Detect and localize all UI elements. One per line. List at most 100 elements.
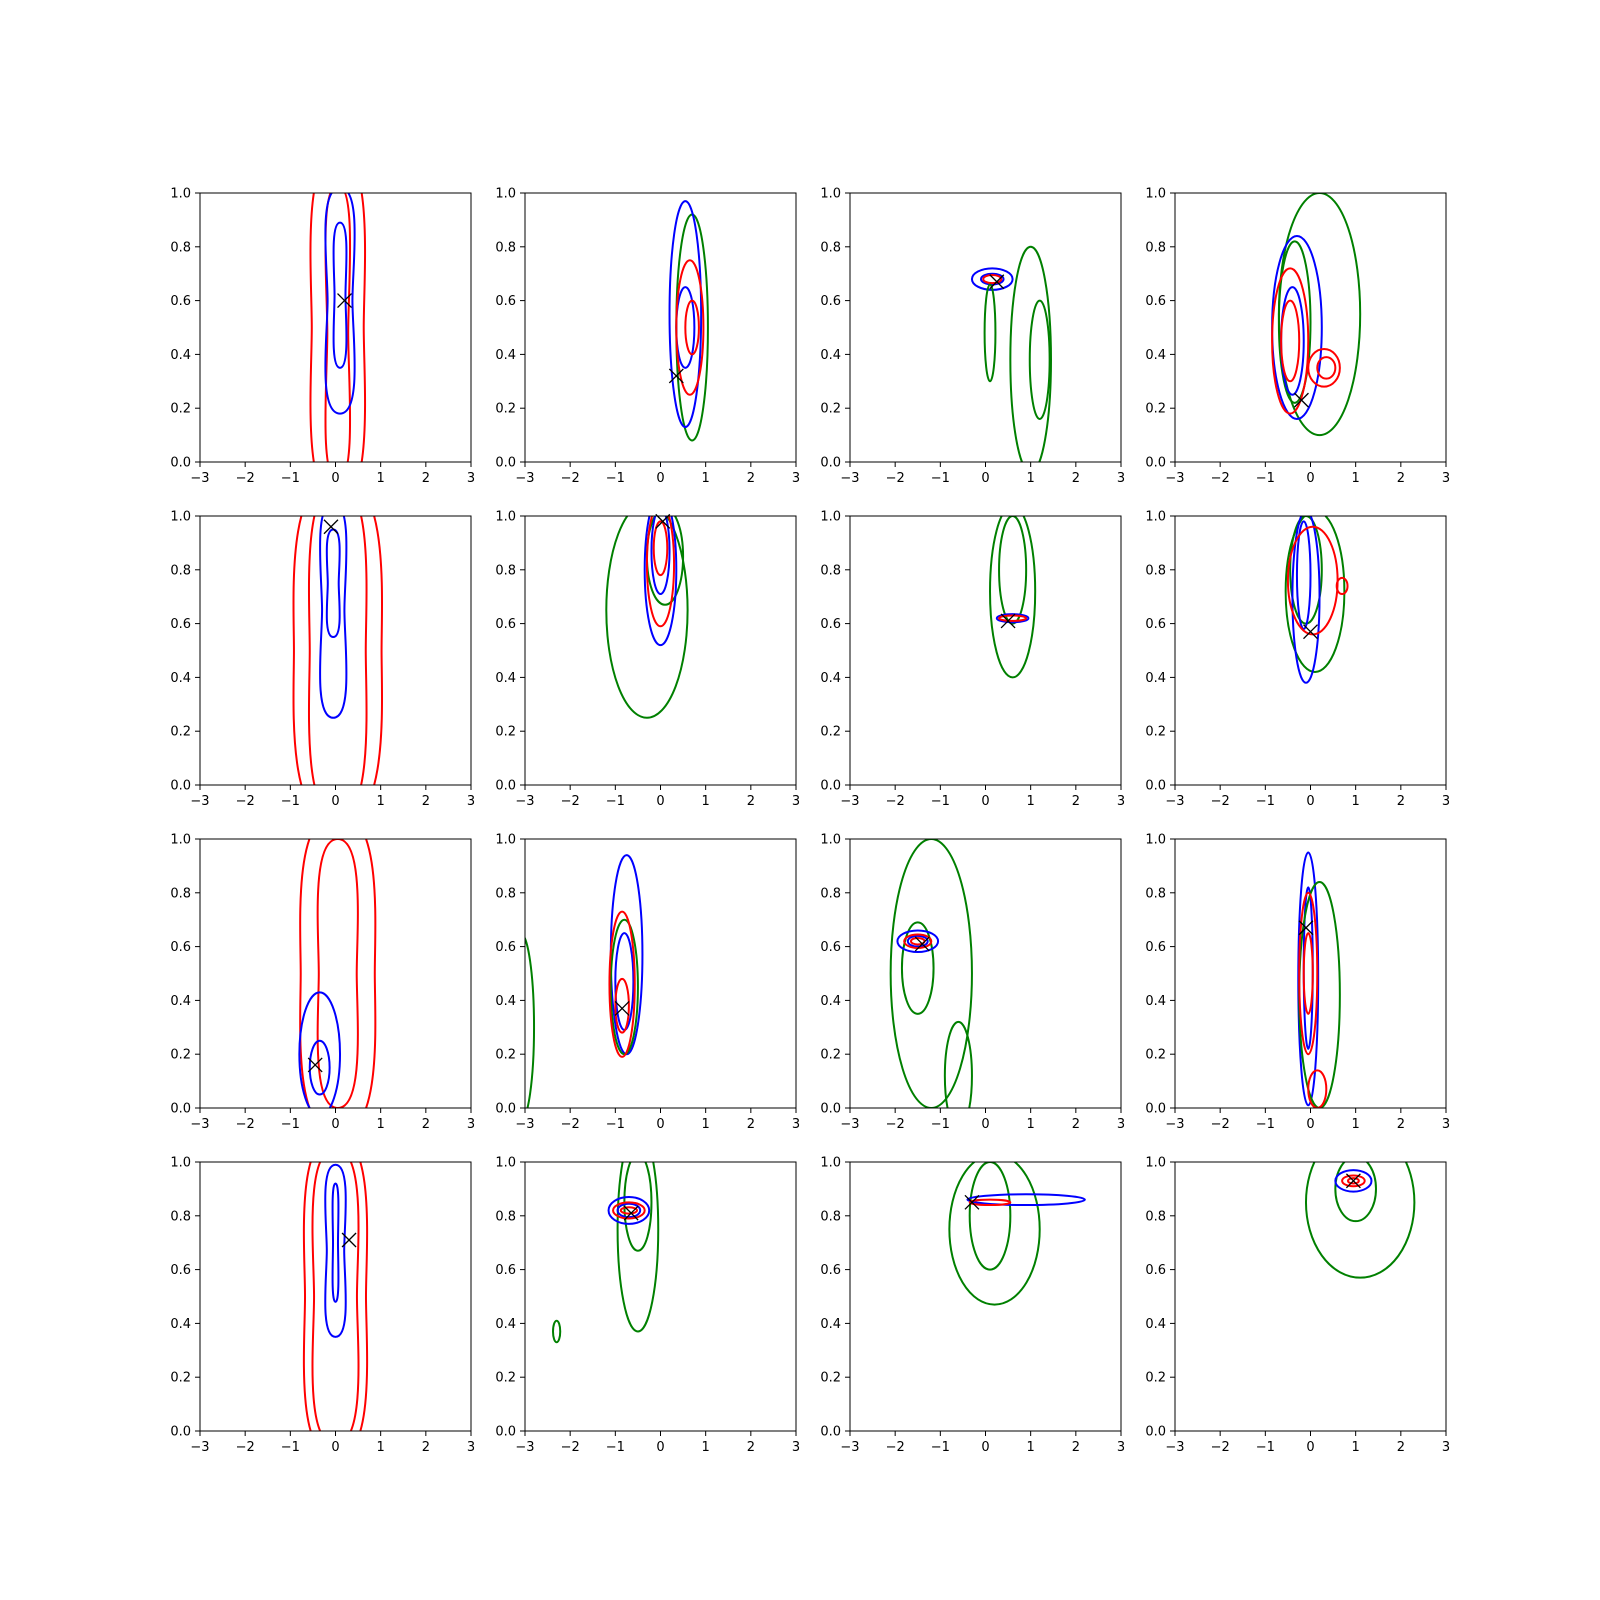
y-tick-label: 0.4	[495, 1317, 516, 1332]
y-tick-label: 0.6	[495, 940, 516, 955]
y-tick-label: 0.8	[820, 563, 841, 578]
x-tick-label: 1	[377, 1117, 385, 1132]
green-contour-line	[1304, 1162, 1416, 1279]
x-tick-label: −1	[1256, 1117, 1275, 1132]
red-contour-line	[299, 839, 377, 1108]
y-tick-label: 0.4	[1145, 994, 1166, 1009]
x-tick-label: 3	[792, 1117, 800, 1132]
green-contour-line	[552, 1319, 562, 1344]
y-tick-label: 0.0	[820, 456, 841, 471]
x-tick-label: 1	[377, 1440, 385, 1455]
y-tick-label: 0.6	[1145, 1263, 1166, 1278]
contour-group	[1284, 516, 1349, 684]
x-marker	[337, 293, 352, 309]
y-tick-label: 0.8	[820, 886, 841, 901]
x-tick-label: 3	[1117, 1117, 1125, 1132]
x-tick-label: −1	[1256, 471, 1275, 486]
y-tick-label: 0.6	[495, 1263, 516, 1278]
x-marker-stroke	[1298, 920, 1314, 936]
y-tick-label: 1.0	[495, 187, 516, 202]
red-contour-line	[1302, 932, 1314, 1015]
x-tick-label: 1	[1352, 471, 1360, 486]
contour-group	[889, 839, 973, 1108]
x-tick-label: 3	[467, 1117, 475, 1132]
x-marker	[341, 1232, 357, 1248]
red-contour-line	[612, 1201, 646, 1220]
y-tick-label: 0.2	[495, 402, 516, 417]
contour-group	[970, 245, 1052, 462]
y-tick-label: 0.0	[495, 1425, 516, 1440]
x-tick-label: −3	[515, 1117, 534, 1132]
x-tick-label: −3	[190, 1440, 209, 1455]
x-marker-stroke	[914, 936, 930, 952]
x-marker	[989, 274, 1005, 290]
red-contour-line	[675, 259, 705, 396]
x-tick-label: 1	[377, 794, 385, 809]
red-contour-line	[608, 910, 636, 1058]
blue-contour-line	[995, 613, 1030, 624]
contour-group	[668, 200, 709, 442]
y-tick-label: 0.4	[495, 994, 516, 1009]
blue-contour-line	[325, 528, 341, 639]
x-tick-label: −2	[886, 1117, 905, 1132]
x-tick-label: −3	[190, 471, 209, 486]
subplot-r2-c1: −3 −2 −1 0 1 2 3 0.0 0.2 0.4 0.6 0.8 1.0	[495, 833, 800, 1133]
y-tick-label: 1.0	[170, 1156, 191, 1171]
x-tick-label: −2	[886, 471, 905, 486]
x-tick-label: −1	[606, 1117, 625, 1132]
x-tick-label: −1	[281, 471, 300, 486]
red-contour-line	[1341, 1174, 1366, 1188]
x-tick-label: 3	[792, 1440, 800, 1455]
x-tick-label: 2	[747, 1117, 755, 1132]
subplot-r0-c3: −3 −2 −1 0 1 2 3 0.0 0.2 0.4 0.6 0.8 1.0	[1145, 187, 1450, 487]
y-tick-label: 0.0	[820, 1102, 841, 1117]
green-contour-line	[943, 1020, 973, 1108]
y-tick-label: 0.6	[170, 1263, 191, 1278]
x-tick-label: 2	[1072, 1117, 1080, 1132]
x-tick-label: 3	[467, 471, 475, 486]
blue-contour-line	[616, 1202, 642, 1219]
y-tick-label: 0.8	[1145, 1209, 1166, 1224]
x-tick-label: −2	[236, 794, 255, 809]
x-tick-label: −3	[1165, 1440, 1184, 1455]
x-marker	[1345, 1173, 1361, 1189]
x-tick-label: −2	[886, 1440, 905, 1455]
x-marker-stroke	[1294, 392, 1309, 408]
x-tick-label: −1	[281, 1440, 300, 1455]
contour-group	[948, 1162, 1086, 1306]
y-tick-label: 1.0	[170, 833, 191, 848]
x-marker	[1303, 624, 1318, 640]
blue-contour-line	[324, 1163, 347, 1338]
x-tick-label: −3	[1165, 1117, 1184, 1132]
green-contour-line	[900, 921, 935, 1015]
blue-contour-line	[650, 516, 671, 595]
x-tick-label: 3	[792, 794, 800, 809]
blue-contour-line	[298, 991, 342, 1108]
red-contour-line	[1307, 1069, 1328, 1108]
x-marker	[1294, 392, 1309, 408]
y-tick-label: 1.0	[1145, 833, 1166, 848]
contour-group	[605, 516, 689, 719]
x-tick-label: 3	[1442, 1117, 1450, 1132]
green-contour-line	[948, 1162, 1041, 1306]
x-tick-label: −1	[606, 1440, 625, 1455]
x-tick-label: 2	[747, 794, 755, 809]
subplot-r1-c2: −3 −2 −1 0 1 2 3 0.0 0.2 0.4 0.6 0.8 1.0	[820, 510, 1125, 810]
y-tick-label: 0.2	[1145, 1048, 1166, 1063]
contour-group	[302, 1162, 369, 1431]
x-tick-label: 0	[1306, 471, 1314, 486]
x-tick-label: 2	[1397, 1440, 1405, 1455]
x-tick-label: −2	[1211, 471, 1230, 486]
x-tick-label: −3	[190, 1117, 209, 1132]
red-contour-line	[1271, 267, 1310, 415]
y-tick-label: 0.4	[820, 671, 841, 686]
x-tick-label: 0	[331, 1117, 339, 1132]
y-tick-label: 0.4	[170, 671, 191, 686]
subplot-r3-c0: −3 −2 −1 0 1 2 3 0.0 0.2 0.4 0.6 0.8 1.0	[170, 1156, 475, 1456]
y-tick-label: 1.0	[495, 833, 516, 848]
y-tick-label: 0.2	[820, 725, 841, 740]
green-contour-line	[1009, 245, 1052, 462]
x-tick-label: −2	[561, 1117, 580, 1132]
subplot-r3-c3: −3 −2 −1 0 1 2 3 0.0 0.2 0.4 0.6 0.8 1.0	[1145, 1156, 1450, 1456]
x-tick-label: −1	[606, 794, 625, 809]
